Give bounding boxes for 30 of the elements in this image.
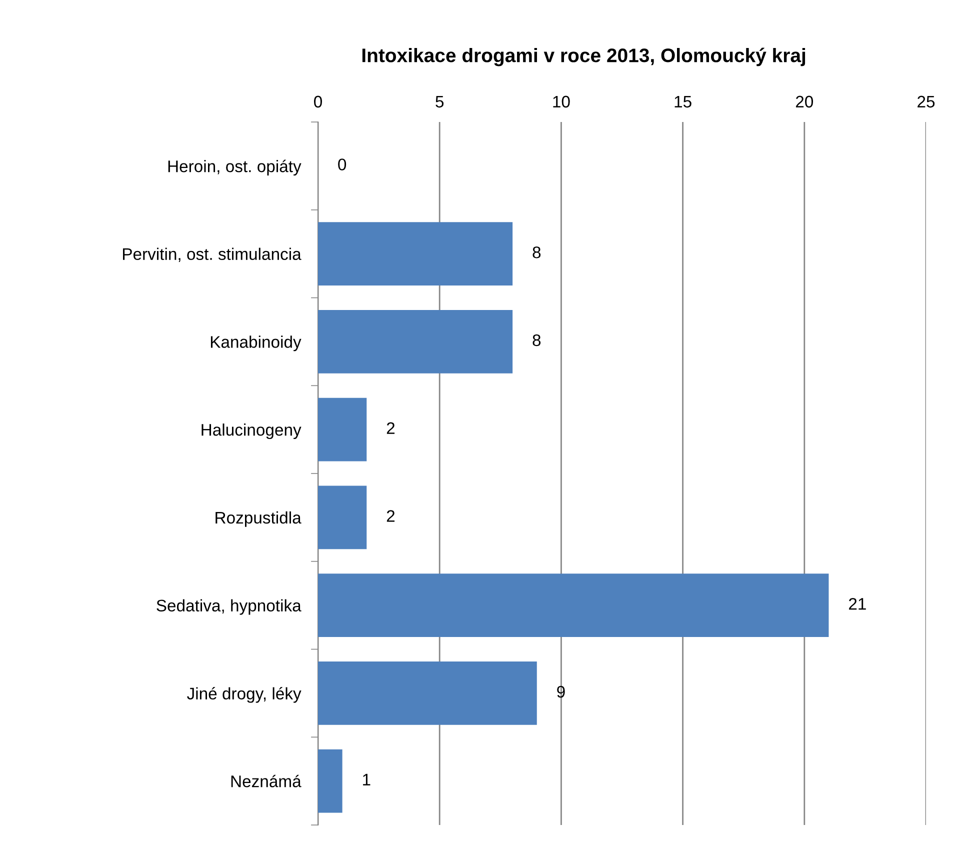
y-tick-label: Jiné drogy, léky bbox=[187, 687, 302, 703]
y-tick-label: Pervitin, ost. stimulancia bbox=[123, 248, 302, 262]
data-label: 21 bbox=[849, 598, 866, 610]
chart-title: Intoxikace drogami v roce 2013, Olomoucký kraj bbox=[362, 48, 806, 66]
y-tick-label: Halucinogeny bbox=[202, 424, 302, 440]
data-label: 0 bbox=[338, 158, 346, 170]
x-tick-label: 25 bbox=[918, 96, 935, 108]
x-tick-label: 0 bbox=[314, 96, 322, 108]
data-label: 2 bbox=[386, 422, 395, 434]
y-tick-label: Neznámá bbox=[231, 774, 302, 788]
bar bbox=[318, 574, 829, 637]
bar bbox=[318, 310, 513, 374]
y-tick-label: Kanabinoidy bbox=[210, 336, 302, 352]
bar bbox=[318, 398, 367, 462]
x-tick-label: 20 bbox=[796, 96, 814, 108]
data-label: 8 bbox=[532, 246, 541, 258]
data-label: 1 bbox=[363, 774, 370, 786]
bar bbox=[318, 749, 342, 813]
x-tick-label: 5 bbox=[436, 96, 444, 108]
y-tick-label: Sedativa, hypnotika bbox=[156, 599, 302, 615]
y-tick-label: Heroin, ost. opiáty bbox=[168, 160, 302, 176]
x-tick-label: 10 bbox=[553, 96, 570, 108]
x-tick-label: 15 bbox=[674, 96, 692, 108]
bar bbox=[318, 662, 537, 725]
bar bbox=[318, 486, 367, 550]
data-label: 2 bbox=[386, 510, 395, 522]
data-label: 8 bbox=[532, 334, 541, 346]
y-tick-label: Rozpustidla bbox=[216, 511, 302, 527]
bar bbox=[318, 222, 513, 286]
data-label: 9 bbox=[557, 686, 565, 698]
